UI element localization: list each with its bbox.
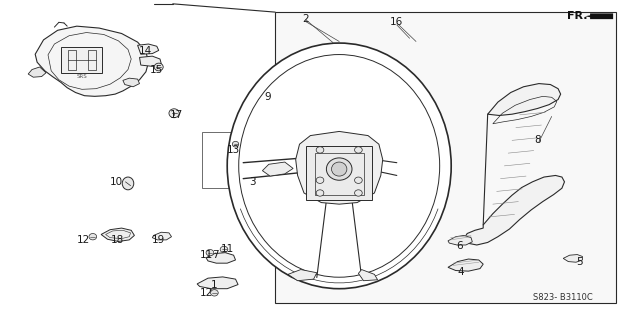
- Text: 16: 16: [390, 17, 403, 27]
- Polygon shape: [242, 167, 275, 182]
- Text: SRS: SRS: [77, 74, 87, 79]
- Polygon shape: [448, 259, 483, 271]
- Text: 13: 13: [227, 145, 240, 155]
- Ellipse shape: [355, 190, 362, 196]
- Ellipse shape: [326, 158, 352, 180]
- Polygon shape: [123, 78, 140, 87]
- Polygon shape: [448, 235, 472, 245]
- Polygon shape: [358, 270, 378, 281]
- Bar: [68, 50, 76, 70]
- Polygon shape: [464, 175, 564, 245]
- Text: 15: 15: [150, 65, 163, 75]
- Ellipse shape: [332, 162, 347, 176]
- Text: S823- B3110C: S823- B3110C: [533, 293, 593, 302]
- Text: 18: 18: [111, 235, 124, 245]
- Text: 17: 17: [170, 110, 182, 120]
- Text: 2: 2: [303, 14, 309, 24]
- Text: 8: 8: [534, 135, 541, 145]
- Polygon shape: [35, 26, 148, 96]
- Ellipse shape: [89, 234, 97, 240]
- Polygon shape: [152, 232, 172, 240]
- Bar: [202, 132, 275, 188]
- Polygon shape: [585, 13, 613, 19]
- Polygon shape: [275, 12, 616, 303]
- Bar: [88, 50, 96, 70]
- Ellipse shape: [211, 290, 218, 296]
- Text: FR.: FR.: [567, 11, 588, 21]
- Polygon shape: [138, 44, 159, 54]
- Text: 14: 14: [140, 46, 152, 56]
- Ellipse shape: [220, 246, 228, 253]
- Text: 3: 3: [250, 177, 256, 187]
- Ellipse shape: [316, 147, 324, 153]
- Ellipse shape: [316, 190, 324, 196]
- Ellipse shape: [355, 147, 362, 153]
- Ellipse shape: [154, 63, 163, 71]
- Bar: [306, 146, 372, 200]
- Text: 6: 6: [456, 241, 463, 251]
- Polygon shape: [28, 67, 46, 77]
- Polygon shape: [140, 56, 161, 66]
- Text: 1: 1: [211, 279, 218, 290]
- Text: 7: 7: [212, 250, 219, 260]
- Text: 11: 11: [221, 244, 234, 254]
- Text: 19: 19: [152, 235, 165, 245]
- Bar: [315, 153, 364, 195]
- Polygon shape: [288, 270, 317, 281]
- Ellipse shape: [206, 249, 214, 256]
- Text: 12: 12: [200, 288, 212, 299]
- Ellipse shape: [169, 109, 179, 118]
- Polygon shape: [255, 83, 294, 96]
- Ellipse shape: [227, 43, 451, 289]
- Polygon shape: [101, 228, 134, 241]
- Text: 10: 10: [110, 177, 123, 187]
- Polygon shape: [206, 253, 236, 263]
- Bar: [61, 47, 102, 73]
- Ellipse shape: [355, 177, 362, 183]
- Polygon shape: [563, 255, 582, 262]
- Text: 12: 12: [77, 235, 90, 245]
- Polygon shape: [488, 84, 561, 115]
- Polygon shape: [197, 277, 238, 289]
- Text: 11: 11: [200, 250, 212, 260]
- Polygon shape: [230, 142, 257, 155]
- Polygon shape: [296, 131, 383, 204]
- Text: 5: 5: [576, 256, 582, 267]
- Ellipse shape: [316, 177, 324, 183]
- Polygon shape: [262, 162, 293, 176]
- Text: 4: 4: [458, 267, 464, 277]
- Ellipse shape: [122, 177, 134, 190]
- Ellipse shape: [232, 141, 239, 147]
- Text: 9: 9: [264, 92, 271, 102]
